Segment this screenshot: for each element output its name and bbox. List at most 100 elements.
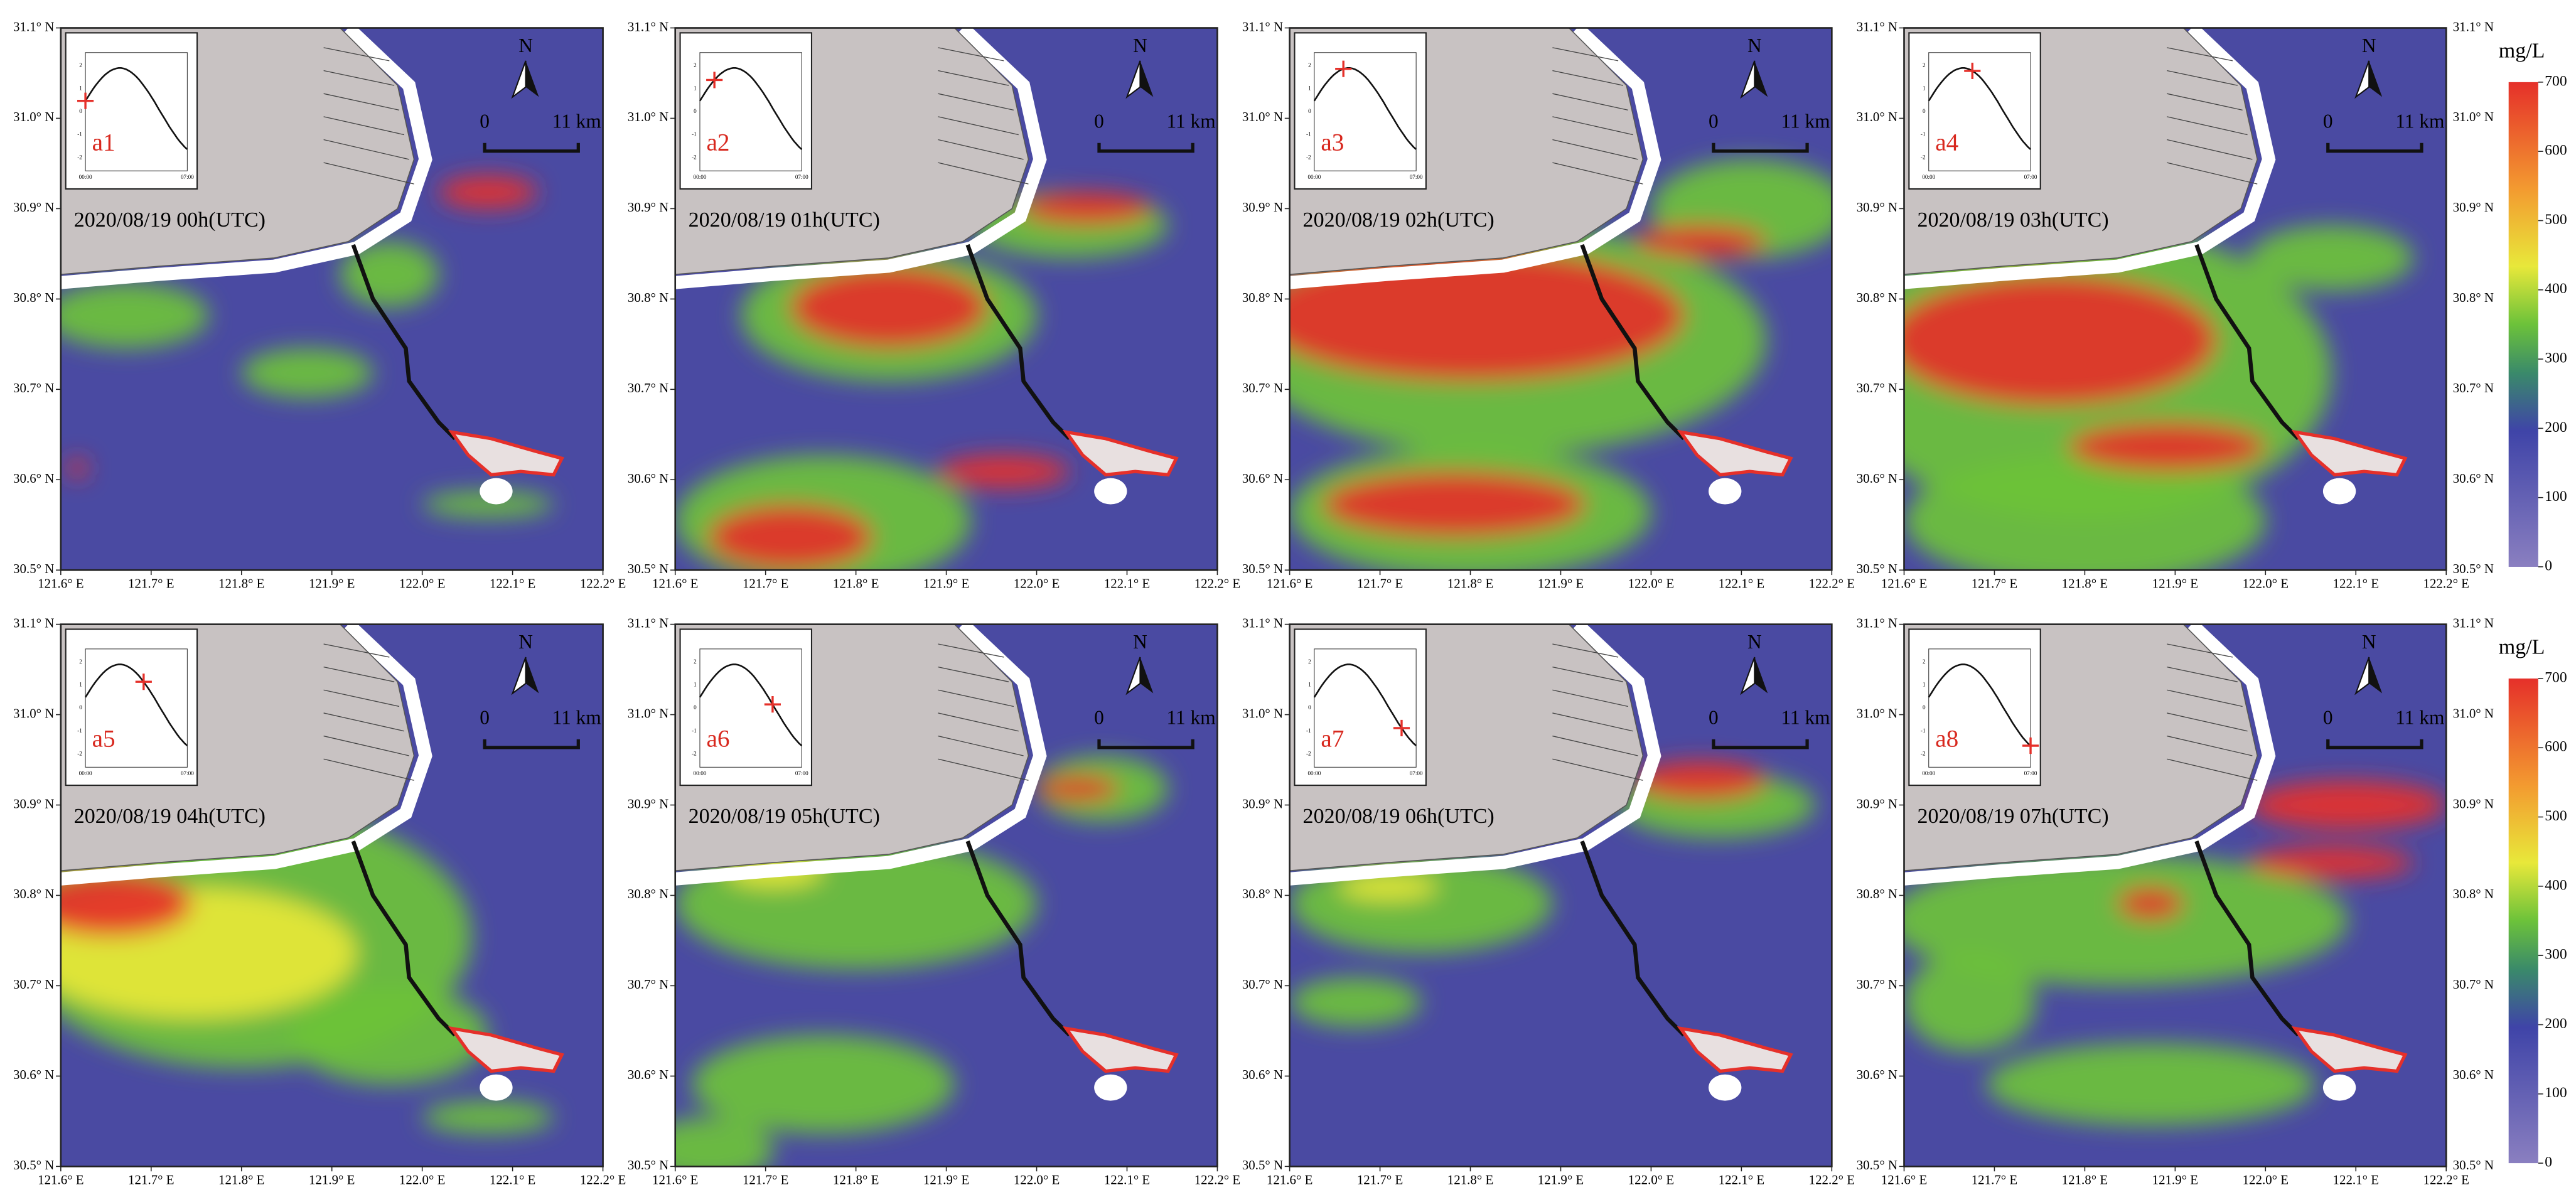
inset-bg bbox=[1908, 628, 2041, 786]
plume bbox=[1322, 471, 1586, 537]
inset-axes bbox=[699, 52, 802, 171]
colorbar-label: 700 bbox=[2545, 669, 2567, 685]
plume bbox=[1986, 1043, 2315, 1125]
inset-axes bbox=[85, 52, 188, 171]
causeway bbox=[1580, 840, 1686, 1037]
inset-y-label: 1 bbox=[694, 85, 697, 91]
lat-tick-label: 30.6° N bbox=[1857, 1067, 1897, 1082]
inset-y-label: 0 bbox=[694, 704, 697, 711]
colorbar-ramp bbox=[2508, 82, 2538, 567]
lon-tick-label: 121.6° E bbox=[652, 1173, 698, 1188]
north-arrow-half bbox=[1125, 60, 1141, 99]
tide-curve bbox=[1313, 67, 1417, 150]
lat-tick-label: 31.1° N bbox=[1857, 19, 1897, 34]
lon-tick-label: 121.8° E bbox=[1447, 576, 1493, 591]
inset-y-label: -2 bbox=[77, 154, 82, 160]
time-marker bbox=[706, 72, 723, 89]
lon-tick-label: 121.7° E bbox=[743, 576, 788, 591]
scale-bar bbox=[483, 739, 580, 749]
seawall bbox=[323, 139, 409, 160]
north-arrow bbox=[1754, 657, 1768, 694]
lat-tick-label: 31.0° N bbox=[13, 109, 54, 124]
lat-tick-label: 31.1° N bbox=[628, 615, 668, 630]
lon-tick-label: 121.7° E bbox=[128, 576, 174, 591]
lat-tick-label: 30.6° N bbox=[1857, 471, 1897, 486]
lat-tick-label: 30.6° N bbox=[1242, 471, 1283, 486]
plume bbox=[60, 282, 209, 348]
lat-tick-label: 31.0° N bbox=[1242, 706, 1283, 721]
north-arrow-half bbox=[1740, 657, 1756, 695]
lon-tick-label: 122.0° E bbox=[1628, 1173, 1674, 1188]
seawall bbox=[323, 47, 390, 62]
colorbar-label: 300 bbox=[2545, 350, 2567, 366]
concentration-field bbox=[1289, 760, 1816, 1027]
panel-label: a8 bbox=[1935, 725, 1958, 752]
scale-start: 0 bbox=[480, 707, 490, 729]
lat-tick-label: 31.0° N bbox=[1857, 706, 1897, 721]
map-panel: 2020/08/19 02h(UTC) 2 1 0 -1 -2 00:00 07:00 a3 N 0… bbox=[1242, 19, 1855, 591]
inset-y-label: -2 bbox=[1306, 750, 1311, 756]
colorbar-label: 200 bbox=[2545, 419, 2567, 436]
plume bbox=[1634, 760, 1766, 800]
plume bbox=[790, 266, 988, 348]
lat-tick-label: 30.7° N bbox=[628, 977, 668, 992]
inset-axes bbox=[1314, 648, 1417, 768]
island bbox=[448, 1026, 564, 1073]
lat-tick-label: 30.8° N bbox=[2453, 290, 2494, 305]
inset-bg bbox=[1294, 32, 1427, 190]
inset-x-label: 00:00 bbox=[1922, 174, 1935, 180]
concentration-field bbox=[1289, 159, 1832, 571]
lat-tick-label: 30.9° N bbox=[13, 796, 54, 811]
island bbox=[1677, 429, 1793, 477]
island bbox=[1677, 1026, 1793, 1073]
island-halo bbox=[1094, 478, 1127, 505]
colorbar-label: 400 bbox=[2545, 281, 2567, 297]
inset-x-label: 07:00 bbox=[795, 770, 808, 776]
tide-inset: 2 1 0 -1 -2 00:00 07:00 a7 bbox=[1294, 628, 1427, 786]
north-arrow bbox=[1140, 657, 1154, 694]
inset-y-label: 1 bbox=[694, 682, 697, 688]
seawall bbox=[2167, 162, 2258, 185]
plume bbox=[1036, 775, 1119, 802]
scale-end: 11 km bbox=[1166, 110, 1215, 132]
lat-tick-label: 30.5° N bbox=[1857, 561, 1897, 576]
lon-tick-label: 122.1° E bbox=[2333, 576, 2379, 591]
plume bbox=[1904, 274, 2216, 406]
scale-start: 0 bbox=[1094, 707, 1104, 729]
inset-y-label: -1 bbox=[1306, 727, 1311, 734]
plume bbox=[1339, 874, 1438, 901]
lat-tick-label: 31.0° N bbox=[628, 109, 668, 124]
lon-tick-label: 121.8° E bbox=[1447, 1173, 1493, 1188]
colorbar-label: 500 bbox=[2545, 808, 2567, 824]
seawall bbox=[1552, 116, 1633, 136]
lon-tick-label: 122.0° E bbox=[1014, 576, 1060, 591]
island-halo bbox=[2322, 478, 2356, 505]
scale-start: 0 bbox=[2323, 707, 2333, 729]
lat-tick-label: 31.0° N bbox=[13, 706, 54, 721]
lat-tick-label: 31.1° N bbox=[1242, 615, 1283, 630]
island bbox=[448, 429, 564, 477]
scale-end: 11 km bbox=[1781, 110, 1830, 132]
time-marker bbox=[2022, 737, 2039, 754]
seawall bbox=[1552, 93, 1628, 111]
map-panel: 2020/08/19 03h(UTC) 2 1 0 -1 -2 00:00 07:00 a4 N 0… bbox=[1857, 19, 2494, 591]
inset-y-label: -2 bbox=[1921, 750, 1926, 756]
tide-inset: 2 1 0 -1 -2 00:00 07:00 a6 bbox=[679, 628, 813, 786]
lon-tick-label: 122.0° E bbox=[399, 576, 445, 591]
tide-inset: 2 1 0 -1 -2 00:00 07:00 a1 bbox=[65, 32, 198, 190]
inset-bg bbox=[1294, 628, 1427, 786]
seawall bbox=[323, 758, 414, 781]
colorbar-label: 100 bbox=[2545, 488, 2567, 505]
north-arrow-half bbox=[1740, 60, 1756, 99]
plume bbox=[438, 176, 537, 209]
inset-y-label: 0 bbox=[1923, 108, 1926, 114]
colorbar-label: 500 bbox=[2545, 212, 2567, 228]
colorbar: mg/L 0 100 200 300 400 500 600 700 bbox=[2499, 636, 2567, 1171]
inset-y-label: 1 bbox=[1308, 85, 1311, 91]
lat-tick-label: 31.0° N bbox=[1857, 109, 1897, 124]
lat-tick-label: 30.8° N bbox=[13, 290, 54, 305]
scale-end: 11 km bbox=[1166, 707, 1215, 729]
lon-tick-label: 121.6° E bbox=[38, 1173, 83, 1188]
inset-x-label: 00:00 bbox=[694, 174, 707, 180]
seawall bbox=[1552, 758, 1643, 781]
